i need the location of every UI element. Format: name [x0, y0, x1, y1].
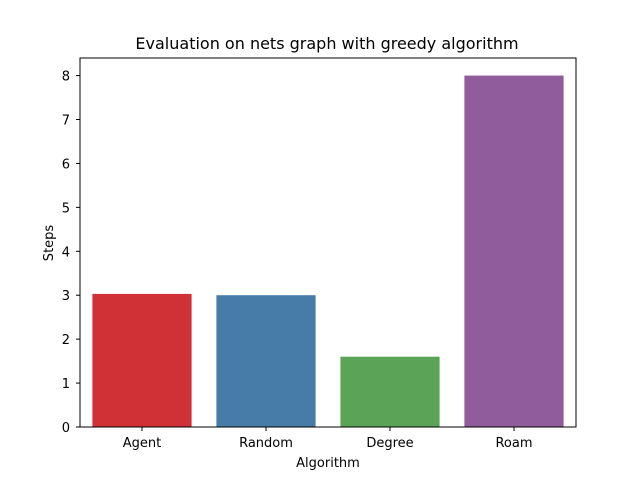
y-tick-label: 0	[62, 421, 70, 436]
y-axis-ticks: 0 1 2 3 4 5 6 7 8	[62, 70, 80, 436]
plot-frame	[79, 57, 577, 428]
x-axis-label: Algorithm	[296, 456, 360, 471]
bar-agent	[92, 293, 192, 427]
y-tick-label: 8	[62, 70, 70, 85]
y-tick-label: 1	[62, 377, 70, 392]
y-tick-label: 5	[62, 201, 70, 216]
bar-random	[216, 295, 316, 427]
x-tick-label: Degree	[366, 436, 413, 451]
bars-group	[92, 75, 564, 427]
x-tick-label: Roam	[495, 436, 532, 451]
x-tick-label: Agent	[123, 436, 161, 451]
bar-roam	[464, 75, 564, 427]
y-tick-label: 3	[62, 289, 70, 304]
y-axis-label: Steps	[42, 225, 57, 262]
chart-title: Evaluation on nets graph with greedy alg…	[135, 34, 518, 53]
y-tick-label: 6	[62, 157, 70, 172]
y-tick-label: 7	[62, 114, 70, 129]
y-tick-label: 2	[62, 333, 70, 348]
y-tick-label: 4	[62, 245, 70, 260]
x-tick-label: Random	[239, 436, 293, 451]
bar-degree	[340, 356, 440, 427]
x-axis-ticks: Agent Random Degree Roam	[123, 427, 533, 451]
